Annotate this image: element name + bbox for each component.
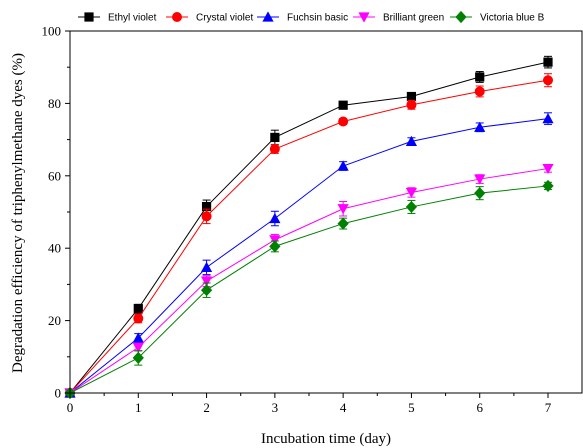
legend-label: Brilliant green — [383, 13, 444, 24]
legend-item-4: Victoria blue B — [450, 10, 545, 24]
legend-label: Ethyl violet — [108, 13, 157, 24]
data-point — [269, 240, 281, 253]
data-point — [200, 276, 213, 287]
data-point — [269, 144, 280, 155]
data-point — [542, 179, 554, 193]
series-line — [69, 79, 549, 394]
data-point — [338, 100, 348, 110]
legend-label: Fuchsin basic — [287, 13, 348, 24]
data-point — [475, 72, 485, 82]
y-tick-label: 0 — [55, 386, 62, 401]
data-point — [201, 211, 212, 222]
x-tick-label: 6 — [476, 400, 483, 415]
y-tick-label: 80 — [48, 96, 61, 111]
data-point — [542, 113, 554, 124]
data-point — [543, 75, 553, 86]
legend-label: Crystal violet — [196, 13, 253, 24]
data-point — [200, 261, 213, 272]
series-line — [69, 168, 549, 394]
data-point — [405, 200, 418, 214]
data-point — [405, 135, 418, 147]
y-tick-label: 60 — [48, 168, 61, 183]
data-point — [338, 116, 349, 127]
legend-label: Victoria blue B — [480, 13, 545, 24]
data-point — [474, 187, 486, 200]
legend-marker — [358, 12, 370, 23]
data-point — [474, 174, 486, 185]
data-point — [200, 284, 213, 297]
data-point — [543, 57, 553, 67]
x-tick-label: 1 — [135, 400, 142, 415]
series-4 — [64, 179, 554, 400]
data-point — [270, 132, 280, 143]
legend-item-1: Crystal violet — [166, 12, 253, 24]
series-line — [69, 61, 549, 394]
legend-marker — [172, 12, 182, 22]
series-line — [69, 118, 549, 394]
series-line — [69, 185, 549, 394]
legend-item-2: Fuchsin basic — [257, 11, 348, 24]
data-point — [132, 342, 144, 353]
data-point — [337, 217, 349, 230]
x-tick-label: 4 — [340, 400, 347, 415]
data-point — [337, 160, 349, 171]
legend-item-0: Ethyl violet — [78, 12, 157, 24]
y-tick-label: 100 — [42, 24, 62, 39]
y-tick-label: 20 — [48, 313, 61, 328]
x-tick-label: 7 — [545, 400, 552, 415]
data-point — [406, 99, 417, 110]
data-point — [406, 91, 417, 102]
series-3 — [64, 163, 554, 399]
y-tick-label: 40 — [48, 241, 61, 256]
x-tick-label: 3 — [272, 400, 279, 415]
data-point — [337, 204, 349, 215]
data-point — [269, 212, 281, 224]
legend-item-3: Brilliant green — [353, 12, 444, 24]
data-point — [201, 201, 212, 212]
data-point — [474, 86, 485, 97]
x-tick-label: 5 — [408, 400, 415, 415]
legend-marker — [84, 12, 94, 22]
legend: Ethyl violet Crystal violet Fuchsin basic B… — [78, 10, 545, 24]
data-point — [405, 187, 418, 199]
x-axis-title: Incubation time (day) — [261, 431, 391, 447]
axes: 0 1 2 3 4 5 6 7 0 20 40 60 80 100 — [42, 24, 583, 415]
data-point — [133, 313, 144, 324]
legend-marker — [455, 10, 467, 24]
data-point — [132, 332, 144, 343]
x-tick-label: 0 — [67, 400, 74, 415]
plot-area — [64, 55, 554, 400]
x-tick-label: 2 — [203, 400, 210, 415]
data-point — [474, 121, 486, 132]
y-axis-title: Degradation efficiency of triphenylmetha… — [10, 53, 26, 373]
data-point — [132, 351, 144, 364]
legend-marker — [262, 11, 274, 22]
data-point — [133, 304, 143, 314]
data-point — [542, 163, 554, 175]
